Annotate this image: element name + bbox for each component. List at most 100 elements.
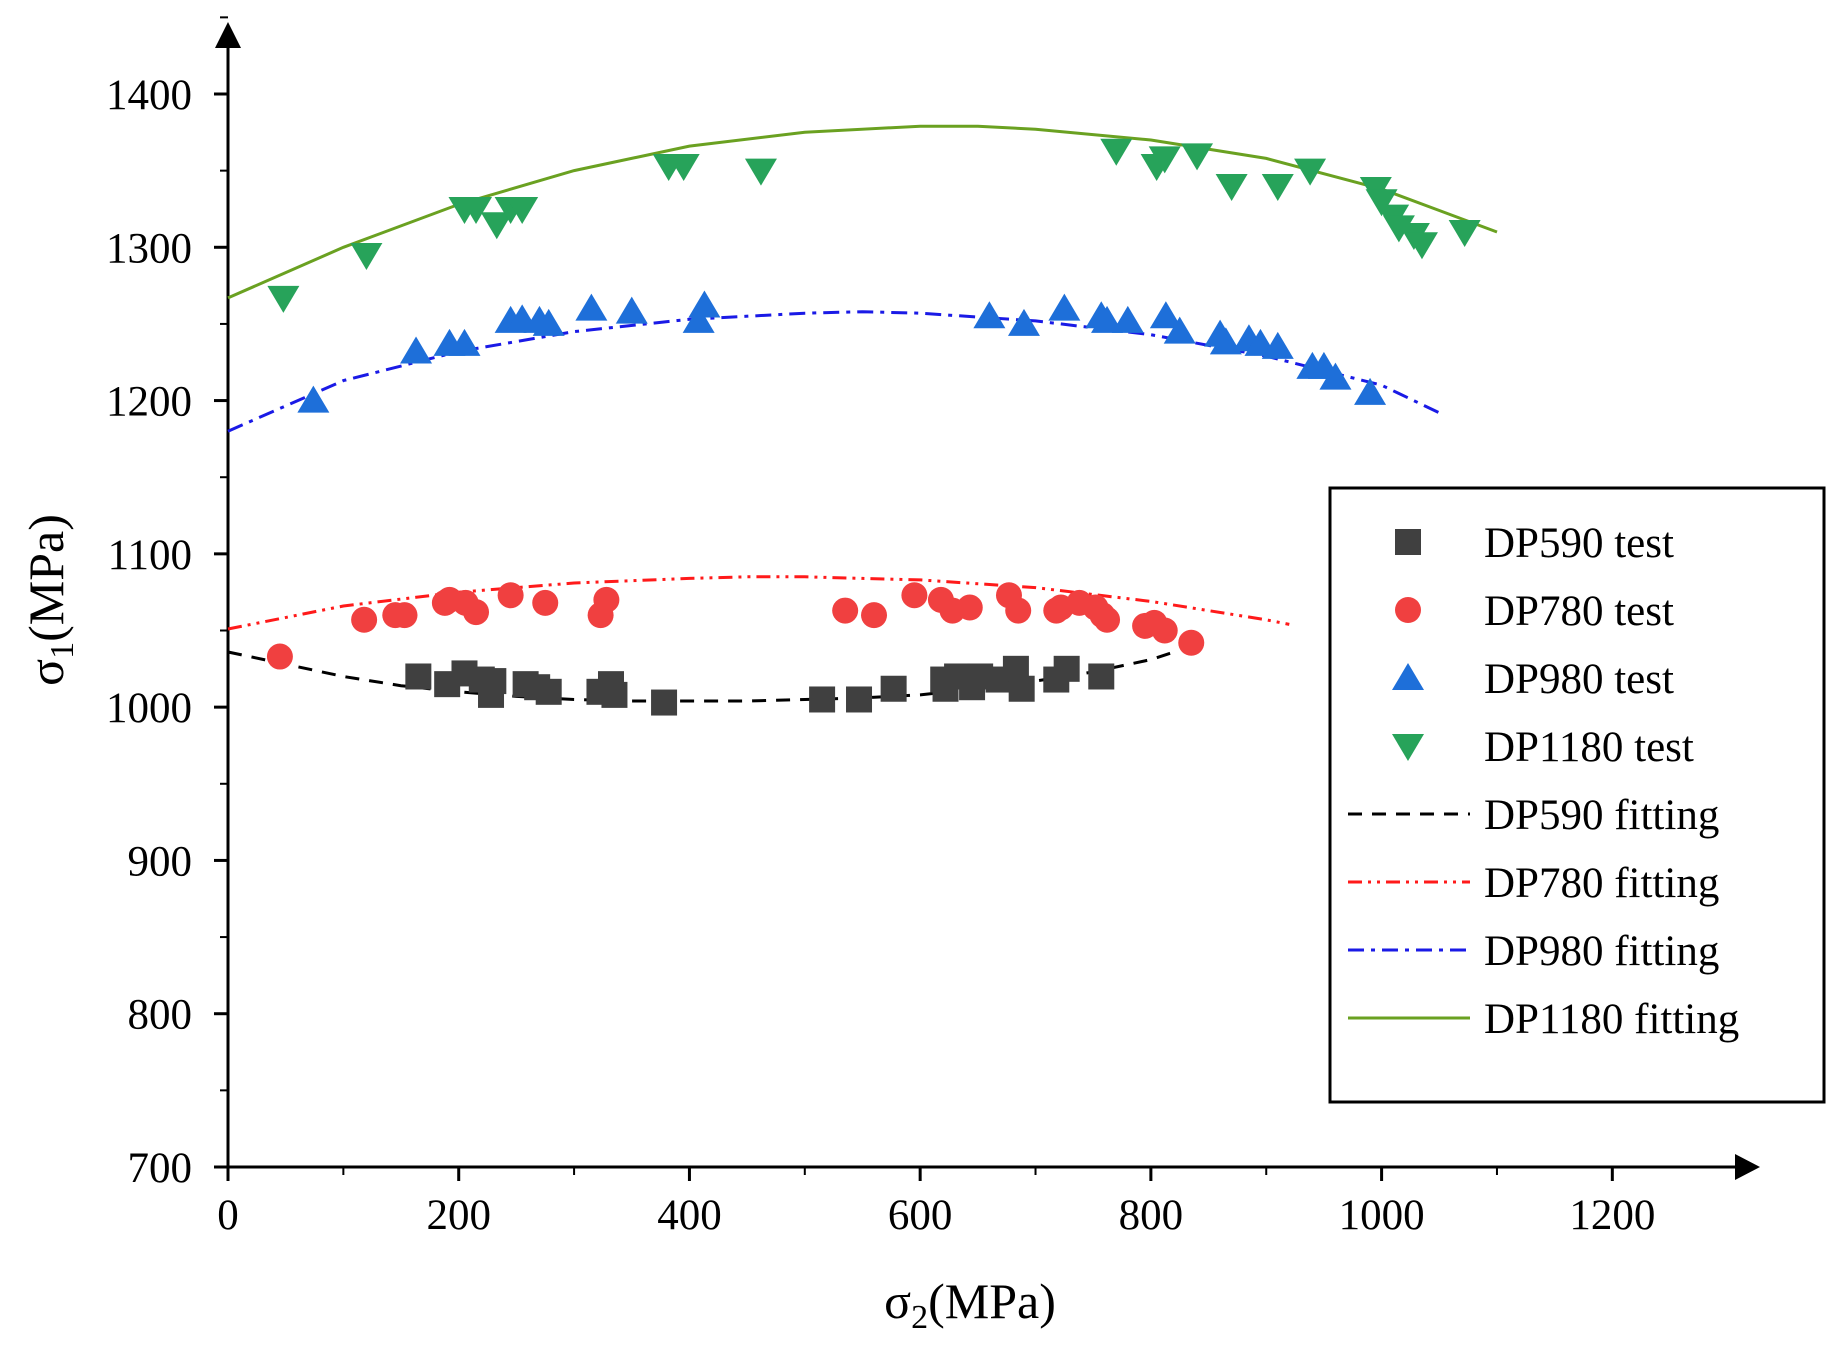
data-point [682,305,715,333]
legend-item: DP590 test [1395,520,1674,567]
series-line-dp1180-fitting [227,124,1498,300]
data-point [575,293,608,321]
data-point [391,602,418,629]
data-point [463,599,490,626]
data-point [480,212,513,240]
data-point [601,681,628,708]
data-point [667,154,700,182]
data-point [1005,597,1032,624]
axes: 0 200 400 600 800 1000 1200 700 800 900 1000 1100 1… [106,16,1760,1239]
y-axis-arrow-icon [215,22,241,48]
data-point [1007,308,1040,336]
data-point [1111,305,1144,333]
data-point [809,686,836,713]
y-tick-label: 800 [128,992,193,1039]
legend-label: DP1180 fitting [1484,996,1739,1043]
x-tick-label: 400 [657,1192,722,1239]
y-tick-label: 700 [128,1145,193,1192]
legend-marker [1395,597,1421,623]
legend: DP590 test DP780 test DP980 test DP1180 tes… [1328,486,1826,1104]
legend-label: DP980 test [1484,656,1674,703]
legend-box [1328,486,1826,1104]
data-point [956,594,983,621]
data-point [846,686,873,713]
x-axis-title: σ2(MPa) [884,1273,1056,1336]
data-point [1354,377,1387,405]
data-point [1148,146,1181,174]
legend-item: DP980 fitting [1348,928,1719,975]
data-point [1100,138,1133,166]
data-point [532,308,565,336]
data-point [1448,219,1481,247]
legend-marker [1392,734,1424,761]
data-point [350,242,383,270]
legend-label: DP780 test [1484,588,1674,635]
data-point [266,643,293,670]
y-tick-label: 1200 [106,379,192,426]
data-point [480,668,507,695]
x-tick-label: 0 [217,1192,239,1239]
data-point [1382,215,1415,243]
legend-item: DP780 fitting [1348,860,1719,907]
series-points-dp780-test [266,582,1205,670]
data-point [1053,655,1080,682]
data-point [901,582,928,609]
legend-marker [1392,663,1424,690]
data-point [532,589,559,616]
data-point [1178,629,1205,656]
data-point [615,296,648,324]
data-point [1294,158,1327,186]
y-axis-title: σ1(MPa) [18,514,81,686]
data-point [497,582,524,609]
data-point [1365,189,1398,217]
series-points-dp1180-test [267,138,1481,313]
data-point [1151,617,1178,644]
x-tick-label: 600 [888,1192,953,1239]
data-point [1091,305,1124,333]
data-point [405,663,432,690]
series-line-dp980-fitting [227,310,1440,433]
data-point [400,336,433,364]
data-point [460,196,493,224]
y-tick-label: 1000 [106,685,192,732]
data-point [1405,232,1438,260]
data-point [973,301,1006,329]
data-point [1094,606,1121,633]
data-point [651,689,678,716]
x-tick-label: 1000 [1339,1192,1425,1239]
legend-item: DP780 test [1395,588,1674,635]
y-tick-label: 1400 [106,72,192,119]
legend-label: DP590 test [1484,520,1674,567]
legend-label: DP780 fitting [1484,860,1719,907]
x-ticks: 0 200 400 600 800 1000 1200 [217,1167,1655,1239]
data-point [1048,293,1081,321]
plot-area [227,124,1498,716]
y-ticks: 700 800 900 1000 1100 1200 1300 1400 [106,16,228,1192]
x-tick-label: 200 [426,1192,491,1239]
legend-item: DP1180 test [1392,724,1694,771]
data-point [297,385,330,413]
data-point [1319,362,1352,390]
x-tick-label: 800 [1119,1192,1184,1239]
legend-label: DP590 fitting [1484,792,1719,839]
data-point [267,285,300,313]
y-tick-label: 1300 [106,225,192,272]
data-point [351,606,378,633]
legend-label: DP1180 test [1484,724,1694,771]
data-point [448,328,481,356]
data-point [1163,316,1196,344]
data-point [1149,301,1182,329]
data-point [1209,327,1242,355]
data-point [1088,663,1115,690]
data-point [506,196,539,224]
data-point [744,158,777,186]
legend-item: DP590 fitting [1348,792,1719,839]
series-points-dp980-test [297,290,1387,413]
data-point [688,290,721,318]
legend-marker [1395,529,1421,555]
data-point [861,602,888,629]
y-tick-label: 900 [128,838,193,885]
data-point [593,586,620,613]
x-axis-arrow-icon [1735,1154,1760,1180]
